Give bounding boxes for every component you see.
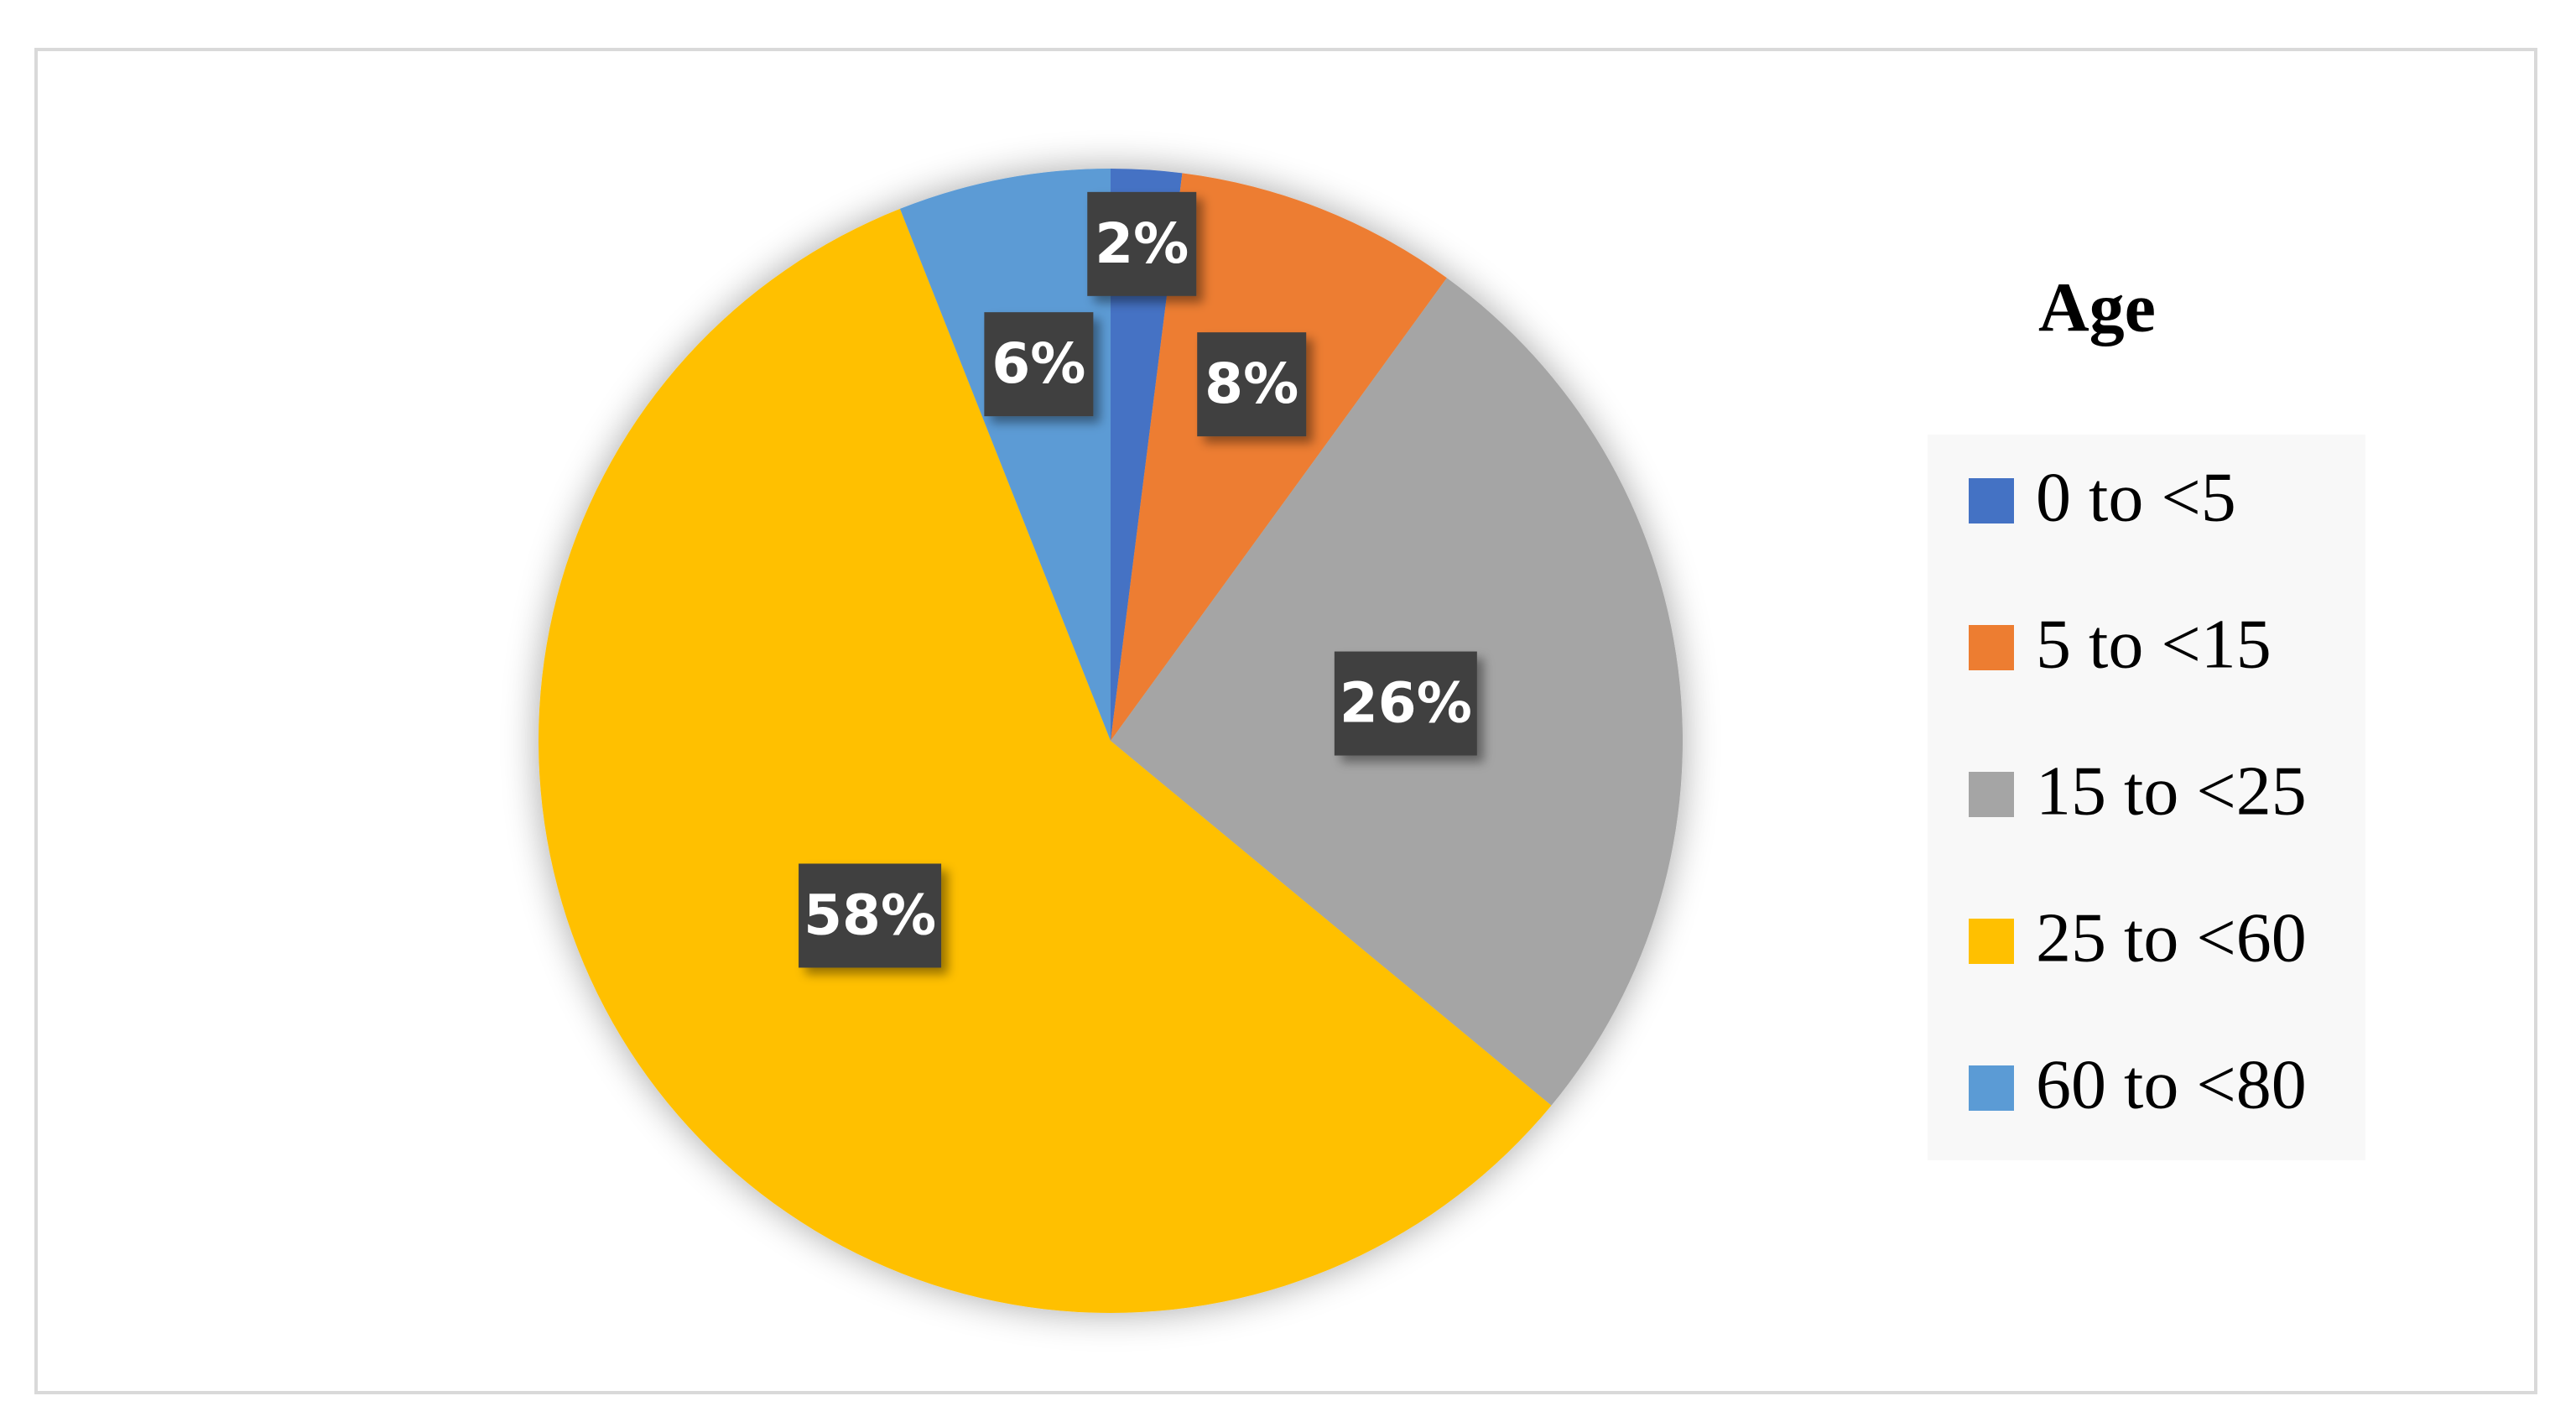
legend-label: 15 to <25 — [2036, 752, 2307, 830]
data-label-box — [1334, 651, 1477, 756]
data-label-box — [1087, 191, 1197, 296]
legend-label: 0 to <5 — [2036, 458, 2236, 536]
legend-title: Age — [2038, 268, 2156, 346]
pie — [538, 169, 1683, 1313]
pie-slice — [899, 169, 1111, 741]
legend-swatch — [1969, 919, 2014, 964]
data-label: 6% — [991, 331, 1085, 396]
data-label: 26% — [1340, 671, 1472, 736]
data-label-box — [984, 312, 1094, 417]
legend-label: 25 to <60 — [2036, 899, 2307, 977]
pie-slice — [538, 208, 1552, 1313]
legend-label: 5 to <15 — [2036, 605, 2272, 683]
data-labels: 2% 8% 26% 58% 6% — [799, 191, 1477, 968]
legend-swatch — [1969, 478, 2014, 523]
legend-swatch — [1969, 625, 2014, 670]
data-label-box — [799, 863, 942, 968]
pie-slice — [1111, 169, 1183, 741]
legend-swatch — [1969, 1065, 2014, 1111]
pie-slice — [1111, 173, 1447, 741]
data-label-box — [1197, 332, 1307, 437]
data-label: 58% — [804, 883, 936, 948]
legend: 0 to <5 5 to <15 15 to <25 25 to <60 60 to <… — [1969, 458, 2307, 1123]
data-label: 8% — [1205, 352, 1298, 416]
legend-label: 60 to <80 — [2036, 1045, 2307, 1123]
data-label: 2% — [1095, 211, 1189, 276]
legend-swatch — [1969, 772, 2014, 817]
